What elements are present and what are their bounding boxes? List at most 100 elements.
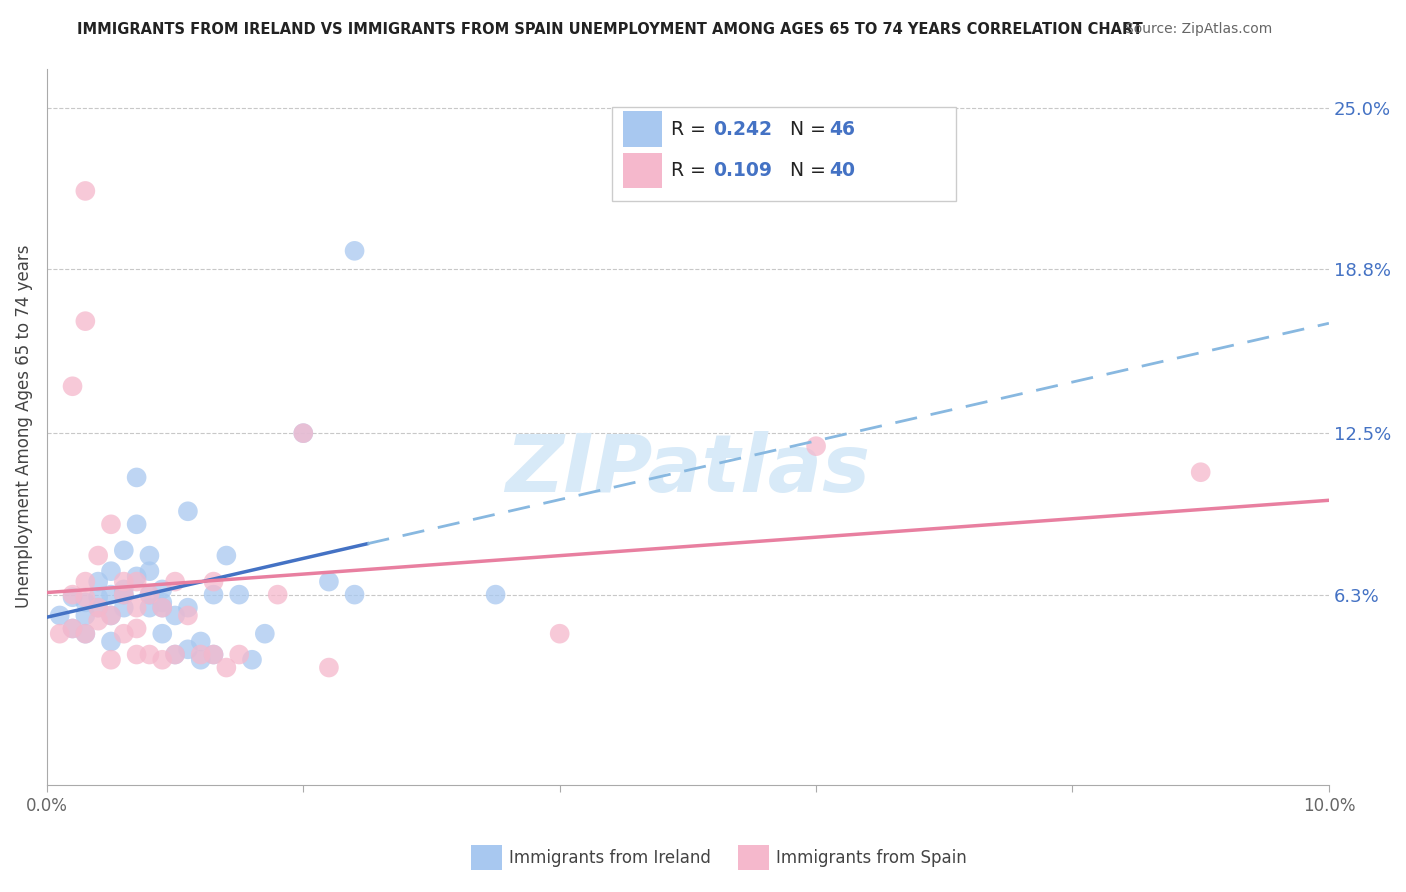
Point bbox=[125, 517, 148, 532]
Point bbox=[112, 582, 135, 597]
Point bbox=[165, 648, 187, 662]
Point bbox=[100, 634, 122, 648]
Point bbox=[62, 622, 84, 636]
Point bbox=[138, 549, 160, 563]
Point bbox=[548, 626, 571, 640]
Point bbox=[125, 622, 148, 636]
Point bbox=[138, 648, 160, 662]
Point bbox=[804, 439, 827, 453]
Point bbox=[75, 184, 97, 198]
Point bbox=[75, 595, 97, 609]
Point bbox=[138, 600, 160, 615]
Point bbox=[228, 588, 250, 602]
Point bbox=[138, 588, 160, 602]
Point bbox=[100, 564, 122, 578]
Point bbox=[138, 564, 160, 578]
Point bbox=[100, 653, 122, 667]
Point bbox=[62, 591, 84, 605]
Point bbox=[112, 574, 135, 589]
Point bbox=[48, 608, 70, 623]
Point bbox=[343, 588, 366, 602]
Point bbox=[62, 379, 84, 393]
Point bbox=[1189, 465, 1212, 479]
Point bbox=[138, 588, 160, 602]
Point bbox=[318, 660, 340, 674]
Y-axis label: Unemployment Among Ages 65 to 74 years: Unemployment Among Ages 65 to 74 years bbox=[15, 245, 32, 608]
Point bbox=[150, 626, 173, 640]
Point bbox=[150, 600, 173, 615]
Point bbox=[125, 470, 148, 484]
Text: 46: 46 bbox=[830, 120, 855, 139]
Point bbox=[75, 626, 97, 640]
Point bbox=[125, 600, 148, 615]
Point bbox=[253, 626, 276, 640]
Point bbox=[125, 569, 148, 583]
Text: 0.109: 0.109 bbox=[713, 161, 772, 180]
Point bbox=[190, 634, 212, 648]
Point bbox=[87, 600, 110, 615]
Point bbox=[62, 622, 84, 636]
Point bbox=[75, 574, 97, 589]
Point bbox=[177, 642, 200, 657]
Point bbox=[75, 314, 97, 328]
Point bbox=[177, 608, 200, 623]
Text: Source: ZipAtlas.com: Source: ZipAtlas.com bbox=[1125, 22, 1272, 37]
Point bbox=[100, 608, 122, 623]
Point bbox=[177, 504, 200, 518]
Point bbox=[266, 588, 288, 602]
Point bbox=[87, 600, 110, 615]
Text: R =: R = bbox=[671, 120, 711, 139]
Point bbox=[75, 608, 97, 623]
Text: IMMIGRANTS FROM IRELAND VS IMMIGRANTS FROM SPAIN UNEMPLOYMENT AMONG AGES 65 TO 7: IMMIGRANTS FROM IRELAND VS IMMIGRANTS FR… bbox=[77, 22, 1143, 37]
Point bbox=[177, 600, 200, 615]
Text: 0.242: 0.242 bbox=[713, 120, 772, 139]
Point bbox=[318, 574, 340, 589]
Point bbox=[202, 648, 225, 662]
Point bbox=[484, 588, 506, 602]
Point bbox=[48, 626, 70, 640]
Point bbox=[87, 549, 110, 563]
Point bbox=[100, 517, 122, 532]
Point bbox=[343, 244, 366, 258]
Point bbox=[190, 653, 212, 667]
Point bbox=[240, 653, 263, 667]
Point bbox=[112, 588, 135, 602]
Point bbox=[75, 626, 97, 640]
Point bbox=[165, 608, 187, 623]
Point bbox=[125, 574, 148, 589]
Point bbox=[215, 660, 238, 674]
Text: N =: N = bbox=[790, 120, 832, 139]
Text: Immigrants from Ireland: Immigrants from Ireland bbox=[509, 849, 711, 867]
Point bbox=[62, 588, 84, 602]
Point bbox=[112, 600, 135, 615]
Point bbox=[112, 543, 135, 558]
Point bbox=[292, 426, 315, 441]
Point bbox=[292, 426, 315, 441]
Text: R =: R = bbox=[671, 161, 711, 180]
Point bbox=[87, 614, 110, 628]
Point bbox=[150, 653, 173, 667]
Point bbox=[112, 626, 135, 640]
Point bbox=[150, 582, 173, 597]
Text: Immigrants from Spain: Immigrants from Spain bbox=[776, 849, 967, 867]
Point bbox=[165, 574, 187, 589]
Point bbox=[125, 648, 148, 662]
Point bbox=[100, 608, 122, 623]
Point bbox=[150, 600, 173, 615]
Point bbox=[87, 574, 110, 589]
Point bbox=[75, 591, 97, 605]
Text: ZIPatlas: ZIPatlas bbox=[505, 431, 870, 508]
Point bbox=[228, 648, 250, 662]
Point bbox=[202, 574, 225, 589]
Point bbox=[150, 595, 173, 609]
Point bbox=[100, 588, 122, 602]
Point bbox=[215, 549, 238, 563]
Point bbox=[202, 588, 225, 602]
Text: N =: N = bbox=[790, 161, 832, 180]
Point bbox=[202, 648, 225, 662]
Point bbox=[87, 591, 110, 605]
Text: 40: 40 bbox=[830, 161, 855, 180]
Point bbox=[190, 648, 212, 662]
Point bbox=[165, 648, 187, 662]
Point bbox=[112, 588, 135, 602]
